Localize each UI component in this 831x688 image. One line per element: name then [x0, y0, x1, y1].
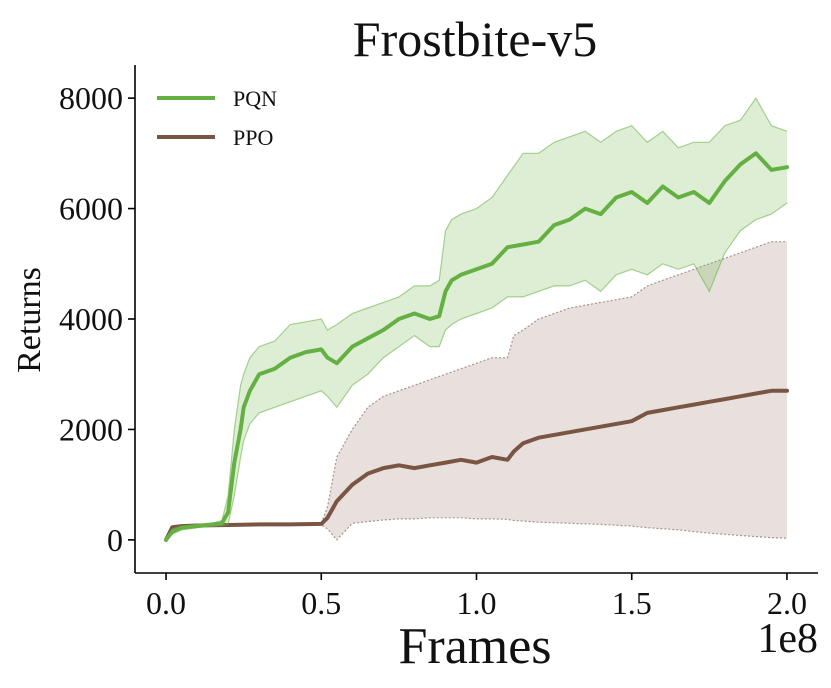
- x-tick-label: 0.0: [146, 585, 186, 621]
- legend-label-pqn: PQN: [233, 86, 277, 111]
- band-ppo: [166, 241, 787, 540]
- legend-label-ppo: PPO: [233, 125, 273, 150]
- y-tick-label: 6000: [59, 191, 123, 227]
- x-axis-label: Frames: [398, 618, 551, 675]
- y-axis-label: Returns: [11, 267, 48, 373]
- x-tick-label: 2.0: [767, 585, 807, 621]
- y-tick-label: 2000: [59, 411, 123, 447]
- series-line-ppo: [164, 388, 789, 542]
- band-upper-pqn: [165, 96, 788, 541]
- series-layer: [164, 96, 789, 542]
- y-ticks: 0 2000 4000 6000 8000: [59, 80, 135, 558]
- x-ticks: 0.0 0.5 1.0 1.5 2.0: [146, 573, 807, 621]
- plot-area: [134, 65, 818, 574]
- chart-title: Frostbite-v5: [353, 11, 597, 67]
- y-tick-label: 8000: [59, 80, 123, 116]
- x-tick-label: 1.0: [457, 585, 497, 621]
- legend: PQN PPO: [157, 86, 277, 150]
- y-tick-label: 0: [107, 522, 123, 558]
- band-pqn: [166, 98, 787, 540]
- x-tick-label: 1.5: [612, 585, 652, 621]
- x-offset-label: 1e8: [757, 616, 818, 662]
- band-lower-pqn: [165, 202, 788, 541]
- series-line-pqn: [164, 151, 789, 542]
- x-tick-label: 0.5: [301, 585, 341, 621]
- band-lower-ppo: [165, 517, 788, 541]
- y-tick-label: 4000: [59, 301, 123, 337]
